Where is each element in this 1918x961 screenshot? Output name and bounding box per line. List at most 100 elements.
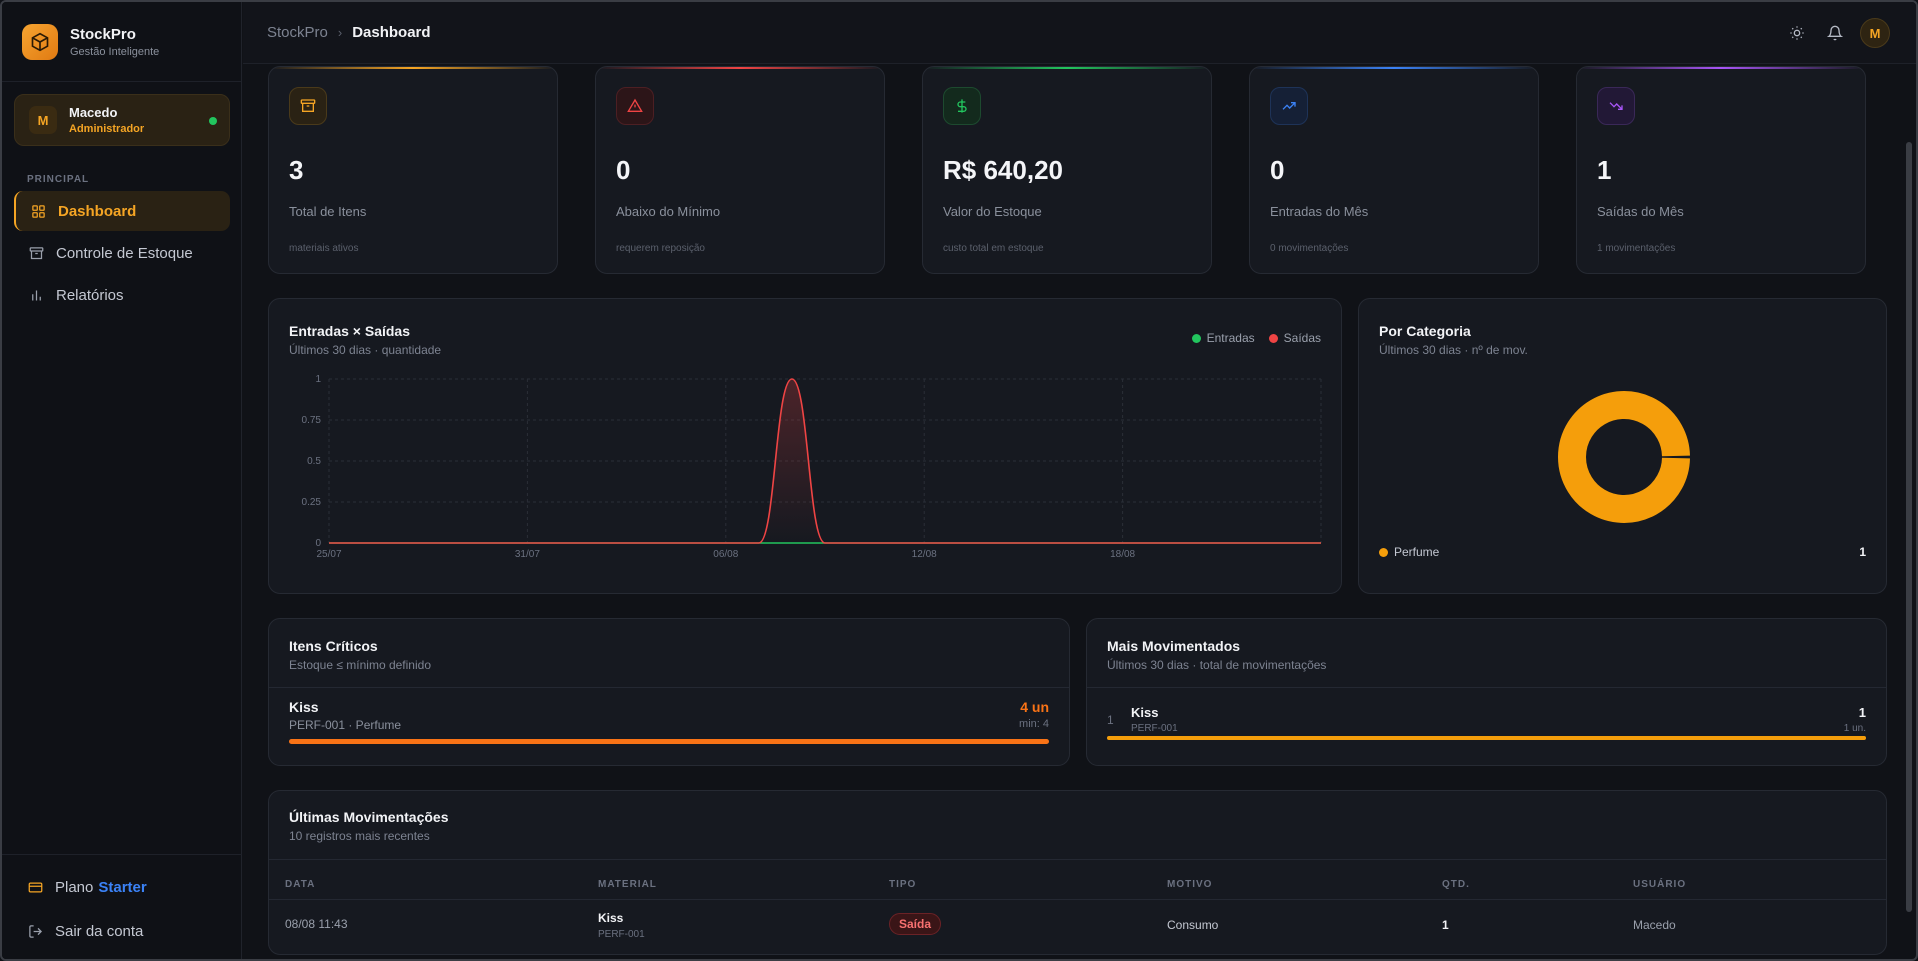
column-header-type[interactable]: TIPO xyxy=(889,879,917,890)
item-qty: 4 un xyxy=(1020,699,1049,715)
box-icon xyxy=(22,23,58,60)
divider xyxy=(269,899,1886,900)
legend-label: Entradas xyxy=(1206,331,1255,345)
plan-name: Starter xyxy=(98,878,147,896)
stat-value: 3 xyxy=(289,155,304,185)
chart-title: Por Categoria xyxy=(1379,323,1471,339)
item-count: 1 xyxy=(1858,705,1866,720)
category-donut-chart xyxy=(1558,391,1690,523)
list-item[interactable]: 1 Kiss PERF-001 1 1 un. xyxy=(1107,705,1866,749)
bell-icon[interactable] xyxy=(1820,18,1850,48)
breadcrumb-current: Dashboard xyxy=(352,24,431,41)
stat-accent-line xyxy=(923,67,1211,69)
stat-value: 1 xyxy=(1597,155,1612,185)
user-name: Macedo xyxy=(69,105,118,120)
recent-movements-card: Últimas Movimentações 10 registros mais … xyxy=(268,790,1887,955)
legend-dot xyxy=(1191,333,1201,343)
stock-level-bar xyxy=(289,739,1049,744)
stat-label: Entradas do Mês xyxy=(1270,204,1369,219)
movement-fill xyxy=(1107,736,1866,740)
user-card[interactable]: M Macedo Administrador xyxy=(14,94,230,146)
x-tick-label: 06/08 xyxy=(713,549,738,560)
cell-reason: Consumo xyxy=(1167,918,1219,932)
nav-section-label: PRINCIPAL xyxy=(27,174,90,185)
sidebar: StockPro Gestão Inteligente M Macedo Adm… xyxy=(2,2,242,959)
stat-card-month-entries: 0 Entradas do Mês 0 movimentações xyxy=(1249,66,1539,274)
scrollbar[interactable] xyxy=(1906,142,1912,912)
column-header-reason[interactable]: MOTIVO xyxy=(1167,879,1213,890)
flow-area-chart: 0 0.25 0.5 0.75 1 25/07 31/07 06/08 12/08 18/08 xyxy=(302,374,1322,560)
x-tick-label: 18/08 xyxy=(1110,549,1135,560)
column-header-date[interactable]: DATA xyxy=(285,879,316,890)
stat-accent-line xyxy=(1577,67,1865,69)
brand[interactable]: StockPro Gestão Inteligente xyxy=(2,2,241,82)
status-badge: Saída xyxy=(889,913,942,935)
pie-slice-perfume xyxy=(1558,391,1690,523)
trending-up-icon xyxy=(1270,87,1308,125)
theme-toggle-sun-icon[interactable] xyxy=(1782,18,1812,48)
cell-qty: 1 xyxy=(1442,918,1449,932)
app-name: StockPro xyxy=(70,25,136,43)
legend-item-entradas[interactable]: Entradas xyxy=(1191,331,1255,345)
critical-items-card: Itens Críticos Estoque ≤ mínimo definido… xyxy=(268,618,1070,766)
item-name: Kiss xyxy=(289,699,319,715)
stat-subtext: 1 movimentações xyxy=(1597,243,1676,254)
stat-subtext: 0 movimentações xyxy=(1270,243,1349,254)
legend-label: Saídas xyxy=(1283,331,1321,345)
user-role: Administrador xyxy=(69,123,145,135)
x-tick-label: 31/07 xyxy=(515,549,540,560)
archive-icon xyxy=(28,245,44,261)
cell-user: Macedo xyxy=(1633,918,1676,932)
y-tick-label: 0.25 xyxy=(302,497,322,508)
stat-label: Saídas do Mês xyxy=(1597,204,1684,219)
legend-dot xyxy=(1379,547,1388,557)
card-subtitle: Estoque ≤ mínimo definido xyxy=(289,658,431,672)
column-header-qty[interactable]: QTD. xyxy=(1442,879,1470,890)
stat-card-below-minimum: 0 Abaixo do Mínimo requerem reposição xyxy=(595,66,885,274)
stat-subtext: custo total em estoque xyxy=(943,243,1044,254)
legend-item-saidas[interactable]: Saídas xyxy=(1268,331,1321,345)
breadcrumb: StockPro › Dashboard xyxy=(267,24,431,41)
stat-accent-line xyxy=(1250,67,1538,69)
stat-label: Total de Itens xyxy=(289,204,367,219)
category-chart-card: Por Categoria Últimos 30 dias · nº de mo… xyxy=(1358,298,1887,594)
category-legend-row[interactable]: Perfume 1 xyxy=(1379,545,1866,559)
card-title: Itens Críticos xyxy=(289,638,378,654)
movement-bar xyxy=(1107,736,1866,740)
card-title: Mais Movimentados xyxy=(1107,638,1241,654)
stat-accent-line xyxy=(269,67,557,69)
profile-avatar-button[interactable]: M xyxy=(1860,18,1890,48)
item-code: PERF-001 xyxy=(1131,723,1178,734)
chart-title: Entradas × Saídas xyxy=(289,323,411,339)
trending-down-icon xyxy=(1597,87,1635,125)
plan-link[interactable]: Plano Starter xyxy=(2,865,242,909)
plan-prefix: Plano xyxy=(55,878,94,896)
list-item[interactable]: Kiss PERF-001 · Perfume 4 un min: 4 xyxy=(289,699,1049,755)
cell-material-code: PERF-001 xyxy=(598,929,645,940)
sidebar-item-reports[interactable]: Relatórios xyxy=(14,275,230,315)
grid-icon xyxy=(30,203,46,219)
dollar-icon xyxy=(943,87,981,125)
x-tick-label: 25/07 xyxy=(316,549,341,560)
sidebar-item-dashboard[interactable]: Dashboard xyxy=(14,191,230,231)
app-tagline: Gestão Inteligente xyxy=(70,45,160,58)
bar-chart-icon xyxy=(28,287,44,303)
table-row[interactable]: 08/08 11:43 Kiss PERF-001 Saída Consumo … xyxy=(269,900,1886,954)
avatar: M xyxy=(29,106,57,134)
stat-subtext: requerem reposição xyxy=(616,243,705,254)
divider xyxy=(269,687,1069,688)
sidebar-item-stock-control[interactable]: Controle de Estoque xyxy=(14,233,230,273)
stat-label: Abaixo do Mínimo xyxy=(616,204,721,219)
logout-button[interactable]: Sair da conta xyxy=(2,909,242,953)
breadcrumb-root[interactable]: StockPro xyxy=(267,24,328,41)
column-header-user[interactable]: USUÁRIO xyxy=(1633,879,1687,890)
flow-chart-card: Entradas × Saídas Últimos 30 dias · quan… xyxy=(268,298,1342,594)
sidebar-nav: Dashboard Controle de Estoque Relatórios xyxy=(14,191,230,317)
sidebar-item-label: Relatórios xyxy=(56,286,124,304)
cell-material: Kiss xyxy=(598,911,624,925)
column-header-material[interactable]: MATERIAL xyxy=(598,879,657,890)
chart-legend: Entradas Saídas xyxy=(1178,331,1321,345)
card-subtitle: 10 registros mais recentes xyxy=(289,829,430,843)
category-count: 1 xyxy=(1859,545,1866,559)
